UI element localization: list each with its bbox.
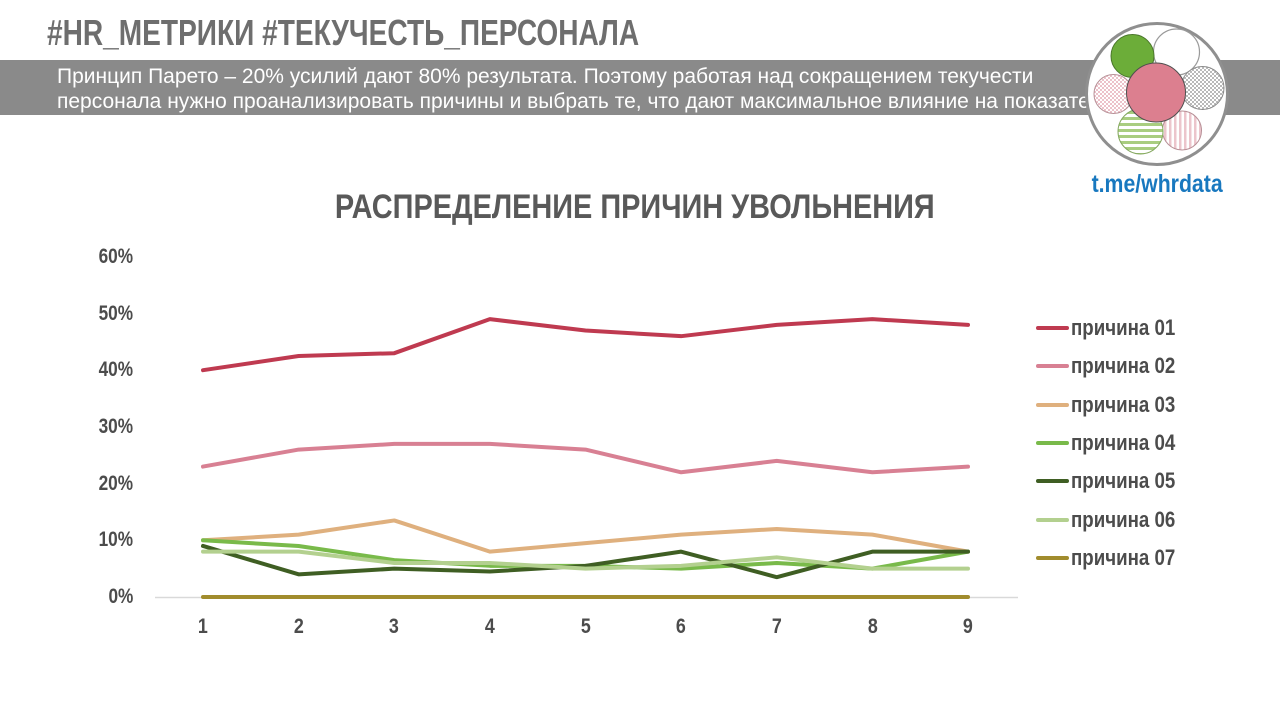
- legend-label-text: причина 06: [1071, 506, 1176, 532]
- chart-title: РАСПРЕДЕЛЕНИЕ ПРИЧИН УВОЛЬНЕНИЯ: [0, 188, 1270, 226]
- x-axis-tick-label: 9: [948, 614, 988, 640]
- y-axis-tick-label: 10%: [55, 526, 133, 554]
- legend-label: причина 07: [1071, 545, 1194, 571]
- legend-label: причина 02: [1071, 353, 1194, 379]
- legend-swatch: [1036, 555, 1069, 560]
- x-axis-tick-label: 6: [661, 614, 701, 640]
- line-series: [201, 543, 970, 580]
- legend-item: причина 07: [1036, 539, 1194, 577]
- x-axis-tick-label: 2: [279, 614, 319, 640]
- line-series: [201, 317, 970, 373]
- x-axis-tick-text: 2: [293, 615, 304, 638]
- legend-label-text: причина 04: [1071, 430, 1176, 456]
- legend-label-text: причина 05: [1071, 468, 1176, 494]
- x-axis-tick-label: 3: [374, 614, 414, 640]
- y-axis-tick-text: 40%: [98, 358, 133, 382]
- chart-title-text: РАСПРЕДЕЛЕНИЕ ПРИЧИН УВОЛЬНЕНИЯ: [335, 188, 935, 226]
- legend-swatch: [1036, 326, 1069, 331]
- legend-label: причина 01: [1071, 315, 1194, 341]
- x-axis-tick-label: 7: [757, 614, 797, 640]
- logo-petal-gray-check: [1180, 66, 1225, 110]
- legend-swatch: [1036, 479, 1069, 484]
- legend-item: причина 02: [1036, 347, 1194, 385]
- line-series: [201, 549, 970, 571]
- x-axis-tick-text: 7: [771, 615, 782, 638]
- banner-line-1: Принцип Парето – 20% усилий дают 80% рез…: [57, 65, 1034, 88]
- legend-label-text: причина 01: [1071, 315, 1176, 341]
- page-title: #HR_МЕТРИКИ #ТЕКУЧЕСТЬ_ПЕРСОНАЛА: [47, 12, 806, 54]
- legend-item: причина 03: [1036, 386, 1194, 424]
- line-series: [201, 518, 970, 554]
- legend-swatch: [1036, 441, 1069, 446]
- telegram-link-text: t.me/whrdata: [1091, 170, 1223, 198]
- legend-label: причина 04: [1071, 430, 1194, 456]
- y-axis-tick-text: 50%: [98, 301, 133, 325]
- legend-label-text: причина 07: [1071, 544, 1176, 570]
- legend-swatch: [1036, 364, 1069, 369]
- whrdata-flower-logo-icon: [1085, 22, 1229, 166]
- x-axis-tick-text: 8: [867, 615, 878, 638]
- legend-label-text: причина 02: [1071, 353, 1176, 379]
- page-title-text: #HR_МЕТРИКИ #ТЕКУЧЕСТЬ_ПЕРСОНАЛА: [47, 12, 640, 53]
- y-axis-tick-label: 20%: [55, 470, 133, 498]
- x-axis-tick-label: 5: [566, 614, 606, 640]
- y-axis-tick-label: 40%: [55, 356, 133, 384]
- legend-label: причина 03: [1071, 392, 1194, 418]
- legend-item: причина 05: [1036, 462, 1194, 500]
- telegram-link[interactable]: t.me/whrdata: [1080, 170, 1234, 199]
- legend-item: причина 06: [1036, 500, 1194, 538]
- banner-line-2: персонала нужно проанализировать причины…: [57, 90, 1119, 113]
- pareto-banner: Принцип Парето – 20% усилий дают 80% рез…: [0, 60, 1280, 115]
- x-axis-tick-text: 6: [676, 615, 687, 638]
- y-axis-tick-text: 30%: [98, 414, 133, 438]
- x-axis-tick-text: 3: [389, 615, 400, 638]
- y-axis-tick-text: 0%: [108, 585, 133, 608]
- y-axis-tick-text: 20%: [98, 471, 133, 495]
- y-axis-tick-label: 50%: [55, 300, 133, 328]
- line-series: [201, 441, 970, 475]
- legend-swatch: [1036, 517, 1069, 522]
- legend-item: причина 04: [1036, 424, 1194, 462]
- legend-swatch: [1036, 402, 1069, 407]
- x-axis-tick-label: 8: [852, 614, 892, 640]
- y-axis-tick-label: 60%: [55, 243, 133, 271]
- legend-label: причина 06: [1071, 507, 1194, 533]
- x-axis-tick-label: 1: [183, 614, 223, 640]
- y-axis-tick-text: 60%: [98, 244, 133, 268]
- legend-label-text: причина 03: [1071, 391, 1176, 417]
- banner-text: Принцип Парето – 20% усилий дают 80% рез…: [57, 64, 1118, 114]
- y-axis-tick-text: 10%: [98, 528, 133, 552]
- x-axis-tick-label: 4: [470, 614, 510, 640]
- x-axis-tick-text: 4: [484, 615, 495, 638]
- x-axis-tick-text: 1: [198, 615, 208, 638]
- x-axis-tick-text: 5: [580, 615, 591, 638]
- legend-label: причина 05: [1071, 468, 1194, 494]
- x-axis-tick-text: 9: [963, 615, 973, 638]
- y-axis-tick-label: 0%: [55, 583, 133, 611]
- legend-item: причина 01: [1036, 309, 1194, 347]
- y-axis-tick-label: 30%: [55, 413, 133, 441]
- logo-center-circle: [1126, 62, 1186, 123]
- chart-legend: причина 01 причина 02 причина 03 причина 04…: [1036, 309, 1194, 577]
